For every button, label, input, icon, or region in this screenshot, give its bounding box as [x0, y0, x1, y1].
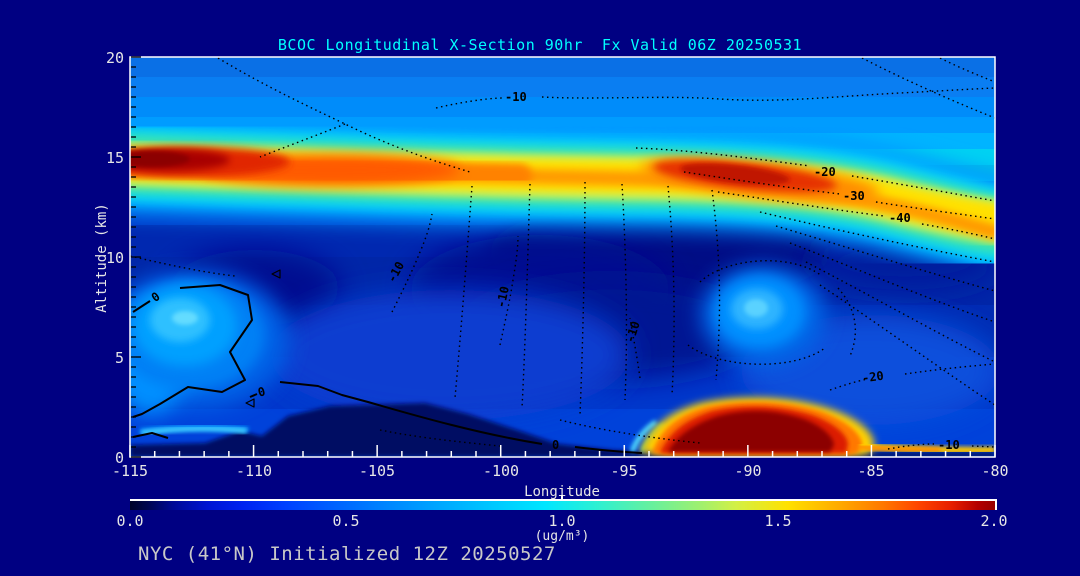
isotherm-label: -20: [861, 368, 885, 386]
isotherm-label: -10: [938, 438, 960, 452]
x-tick--90: -90: [734, 462, 762, 480]
terrain: [130, 403, 995, 457]
plot-frame: [129, 56, 996, 458]
isotherm-label: -10: [505, 90, 527, 104]
y-axis-ticks: [131, 56, 141, 458]
upper-plume-maxima: [130, 147, 880, 202]
x-tick--95: -95: [610, 462, 638, 480]
colorbar-units-label: (ug/m³): [534, 529, 590, 544]
x-tick--105: -105: [358, 462, 396, 480]
y-tick-20: 20: [105, 49, 124, 67]
colorbar-tick-0.5: 0.5: [332, 512, 360, 530]
x-tick--110: -110: [235, 462, 273, 480]
y-tick-0: 0: [114, 449, 124, 467]
isotherm-label: -40: [889, 211, 911, 225]
colorbar-center-tick: [561, 495, 563, 500]
colorbar-tick-1.0: 1.0: [548, 512, 576, 530]
ambient-mid-patch: [270, 290, 630, 420]
concentration-field: [130, 57, 995, 457]
x-tick--85: -85: [857, 462, 885, 480]
y-tick-10: 10: [105, 249, 124, 267]
isotherm-label: -30: [843, 189, 865, 203]
zero-contour-label: 0: [552, 438, 560, 452]
x-tick--100: -100: [482, 462, 520, 480]
station-init-label: NYC (41°N) Initialized 12Z 20250527: [138, 543, 556, 565]
x-tick--80: -80: [981, 462, 1009, 480]
surface-plume: [629, 397, 995, 456]
y-tick-5: 5: [114, 349, 124, 367]
isotherm-label: -20: [814, 165, 836, 179]
isotherm-dotted-contours: [130, 57, 995, 450]
zero-solid-contours: [132, 269, 643, 454]
colorbar-tick-2.0: 2.0: [980, 512, 1008, 530]
x-axis-label: Longitude: [524, 484, 600, 500]
y-axis-label: Altitude (km): [94, 203, 110, 313]
x-tick--115: -115: [111, 462, 149, 480]
colorbar-gradient: [130, 499, 997, 510]
colorbar-tick-0.0: 0.0: [116, 512, 144, 530]
mid-east-blob: [701, 265, 825, 365]
x-axis-ticks: [129, 445, 996, 457]
colorbar-tick-1.5: 1.5: [764, 512, 792, 530]
y-tick-15: 15: [105, 149, 124, 167]
plot-title: BCOC Longitudinal X-Section 90hr Fx Vali…: [277, 36, 803, 54]
